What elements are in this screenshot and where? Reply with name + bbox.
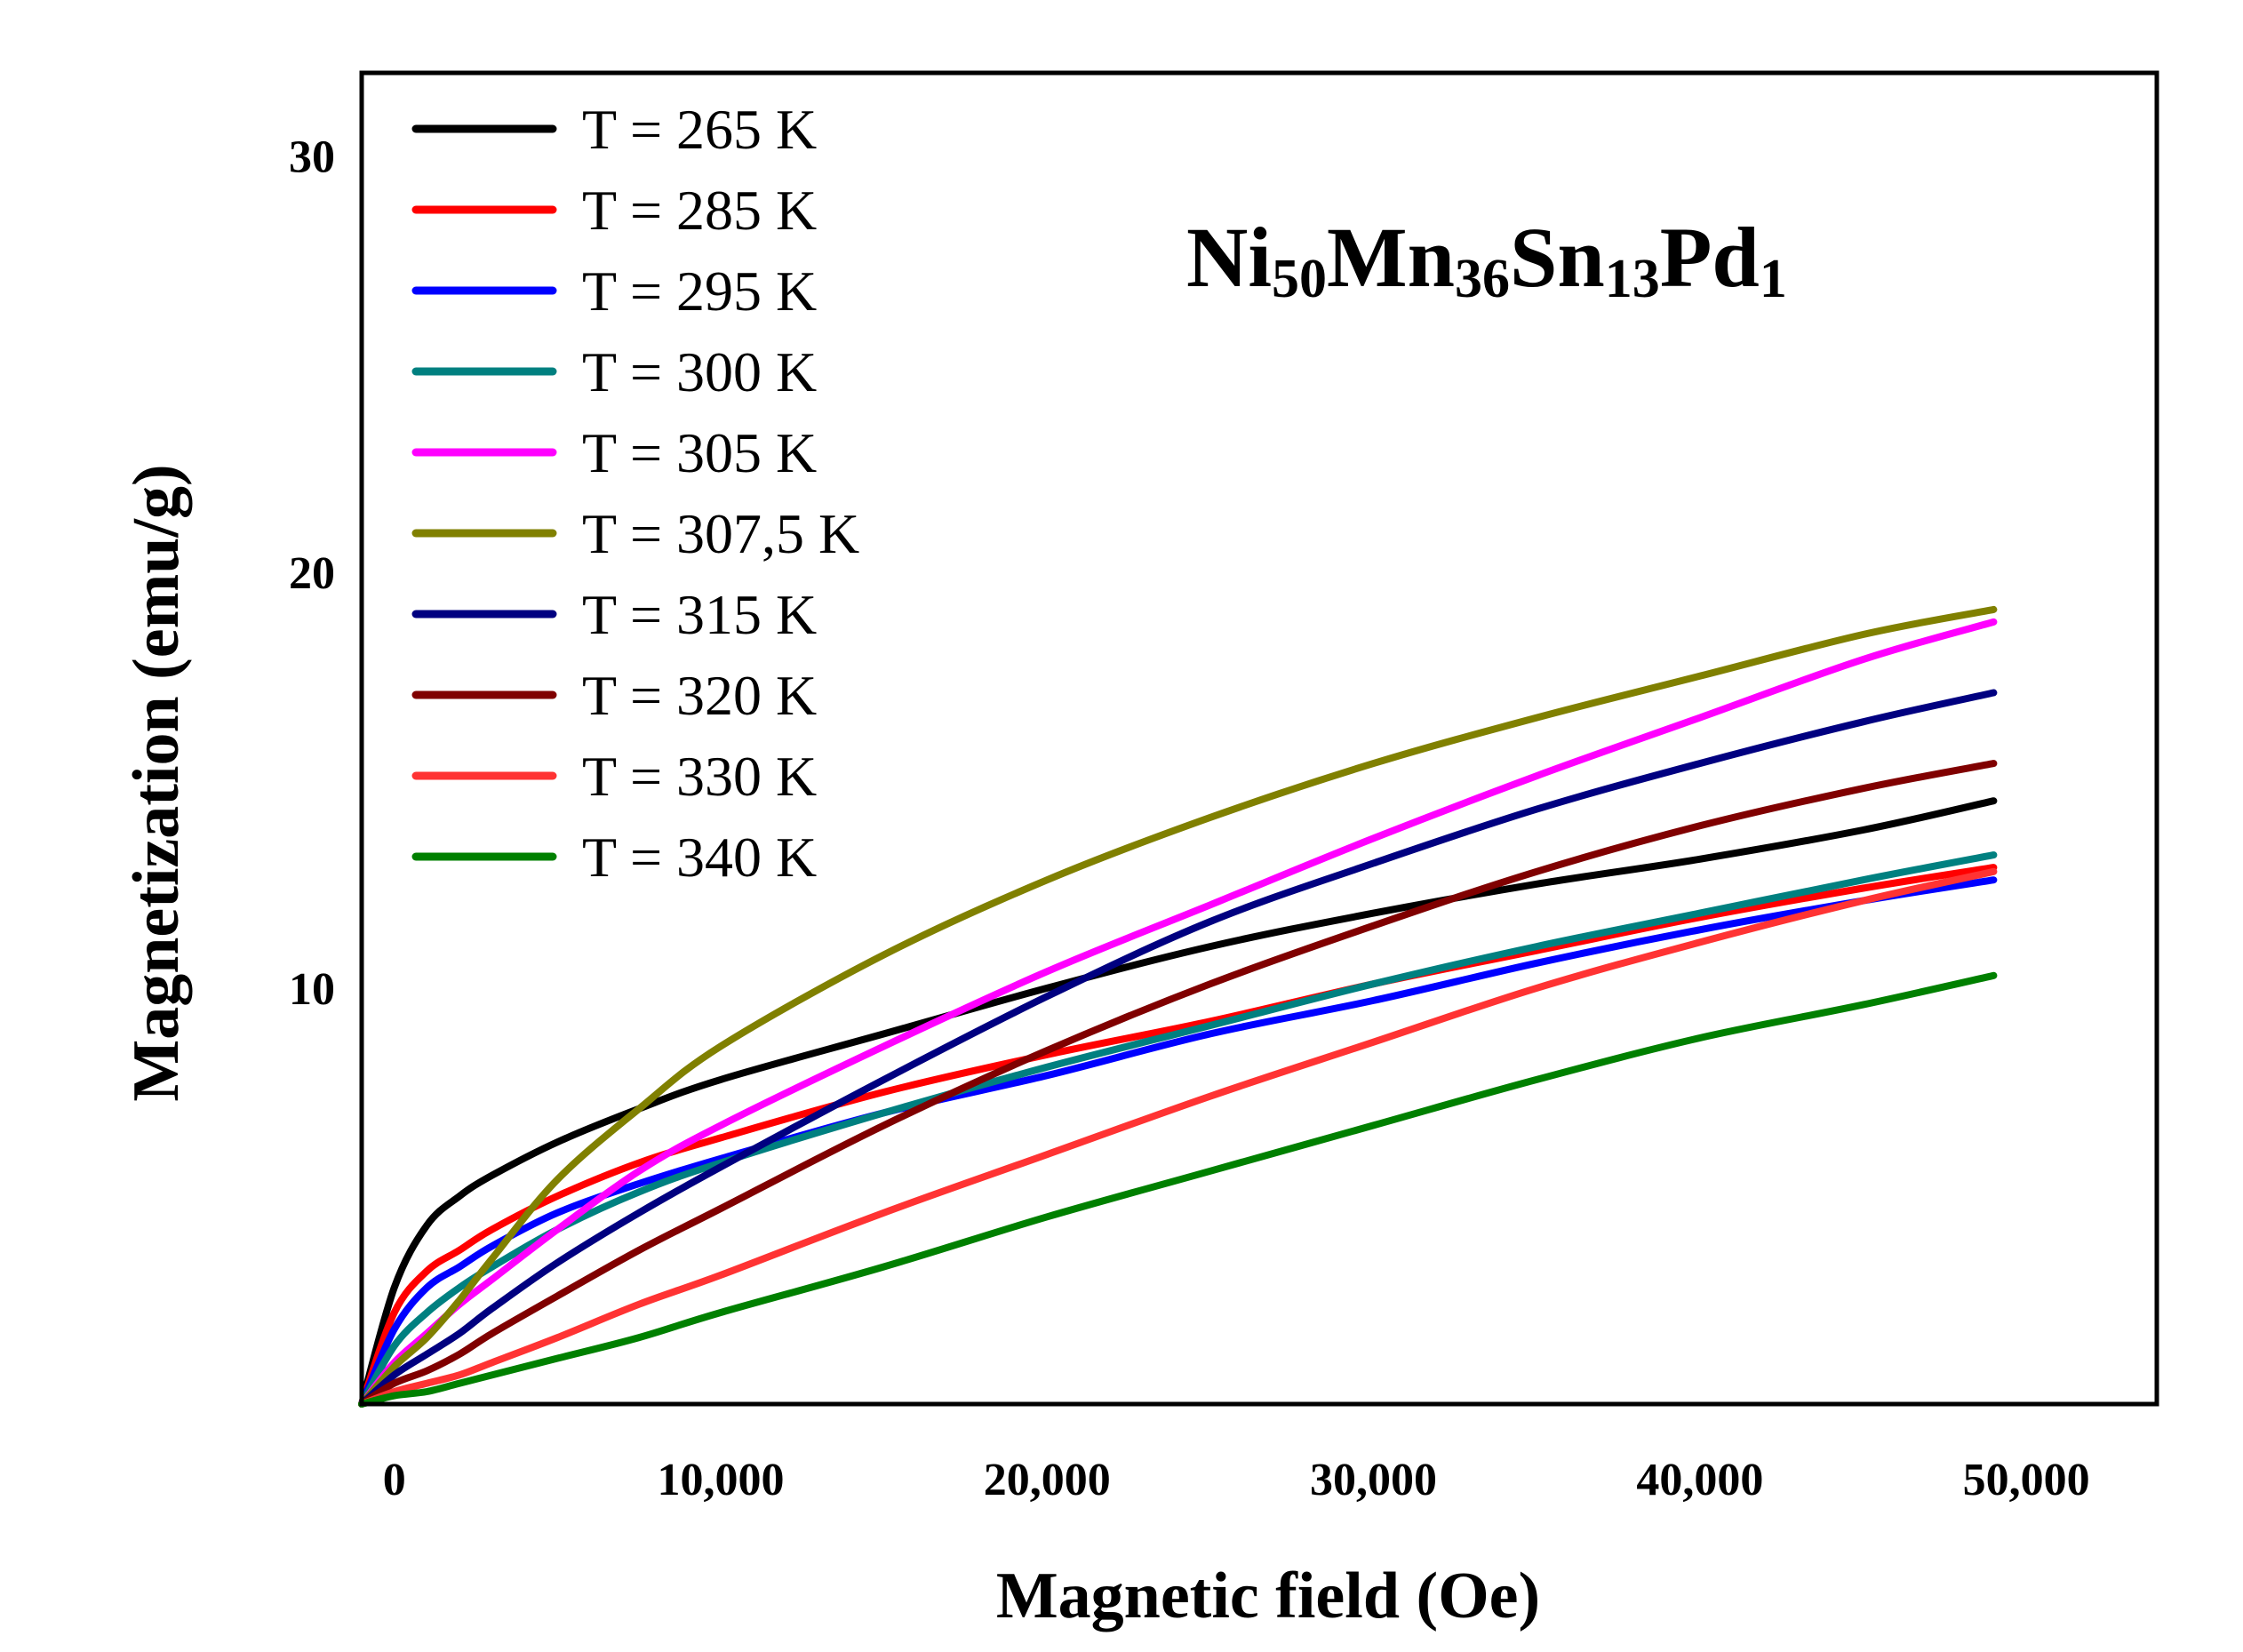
legend-label: T = 320 K — [582, 664, 817, 727]
y-tick-label: 30 — [289, 132, 335, 183]
legend-label: T = 330 K — [582, 745, 817, 808]
legend-label: T = 285 K — [582, 179, 817, 242]
plot-frame — [359, 70, 2159, 1407]
x-axis-title: Magnetic field (Oe) — [996, 1560, 1540, 1632]
legend-label: T = 305 K — [582, 421, 817, 484]
series-line-6 — [358, 689, 1998, 1408]
x-axis-ticks: 0 10,000 20,000 30,000 40,000 50,000 — [383, 1455, 2090, 1505]
legend-label: T = 265 K — [582, 98, 817, 161]
legend-label: T = 340 K — [582, 826, 817, 889]
annotation-element: Sn — [1510, 210, 1605, 305]
x-tick-label: 0 — [383, 1455, 406, 1505]
y-tick-label: 10 — [289, 964, 335, 1015]
annotation-element: Ni — [1186, 210, 1272, 305]
annotation-subscript: 13 — [1605, 249, 1660, 309]
legend-label: T = 295 K — [582, 259, 817, 323]
annotation-subscript: 50 — [1272, 249, 1327, 309]
legend: T = 265 K T = 285 K T = 295 K T = 300 K T = … — [411, 98, 859, 889]
x-tick-label: 50,000 — [1963, 1455, 2090, 1505]
x-tick-label: 10,000 — [658, 1455, 785, 1505]
x-tick-label: 40,000 — [1636, 1455, 1763, 1505]
y-axis-title: Magnetization (emu/g) — [120, 464, 193, 1101]
legend-label: T = 300 K — [582, 340, 817, 403]
x-tick-label: 30,000 — [1310, 1455, 1437, 1505]
series-line-9 — [358, 971, 1998, 1408]
series-line-1 — [358, 864, 1998, 1408]
series-line-4 — [358, 618, 1998, 1408]
annotation-element: Pd — [1660, 210, 1760, 305]
annotation-subscript: 1 — [1760, 249, 1787, 309]
y-tick-label: 20 — [289, 548, 335, 599]
series-line-8 — [358, 867, 1998, 1408]
annotation-element: Mn — [1327, 210, 1455, 305]
x-tick-label: 20,000 — [984, 1455, 1111, 1505]
legend-label: T = 315 K — [582, 583, 817, 646]
series-line-7 — [358, 760, 1998, 1408]
annotation-subscript: 36 — [1455, 249, 1510, 309]
y-axis-ticks: 10 20 30 — [289, 132, 335, 1015]
series-line-2 — [358, 876, 1998, 1408]
legend-label: T = 307,5 K — [582, 502, 859, 565]
series-line-5 — [358, 605, 1998, 1408]
plot-marks — [358, 605, 1998, 1408]
composition-annotation: Ni50Mn36Sn13Pd1 — [1186, 210, 1787, 309]
